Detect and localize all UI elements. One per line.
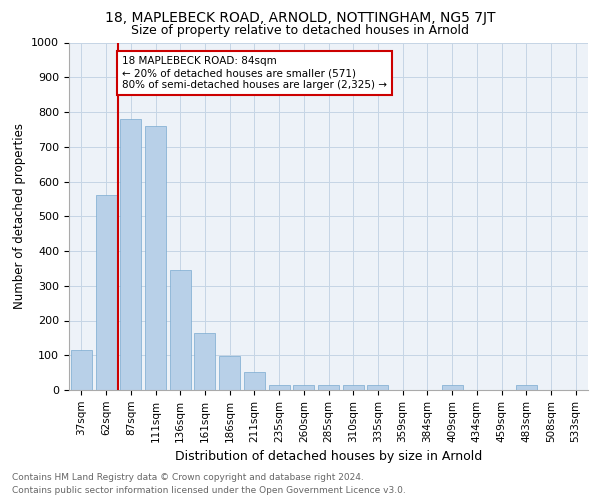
Bar — [71, 350, 92, 390]
Bar — [95, 196, 116, 390]
Bar — [194, 332, 215, 390]
Text: 18, MAPLEBECK ROAD, ARNOLD, NOTTINGHAM, NG5 7JT: 18, MAPLEBECK ROAD, ARNOLD, NOTTINGHAM, … — [105, 11, 495, 25]
Bar — [318, 385, 339, 390]
Text: Contains HM Land Registry data © Crown copyright and database right 2024.: Contains HM Land Registry data © Crown c… — [12, 472, 364, 482]
Text: Contains public sector information licensed under the Open Government Licence v3: Contains public sector information licen… — [12, 486, 406, 495]
Bar — [269, 385, 290, 390]
Text: 18 MAPLEBECK ROAD: 84sqm
← 20% of detached houses are smaller (571)
80% of semi-: 18 MAPLEBECK ROAD: 84sqm ← 20% of detach… — [122, 56, 387, 90]
Bar — [442, 386, 463, 390]
Text: Size of property relative to detached houses in Arnold: Size of property relative to detached ho… — [131, 24, 469, 37]
Bar — [170, 270, 191, 390]
Bar — [145, 126, 166, 390]
Bar — [367, 385, 388, 390]
Y-axis label: Number of detached properties: Number of detached properties — [13, 123, 26, 309]
Bar — [516, 386, 537, 390]
Bar — [120, 119, 141, 390]
X-axis label: Distribution of detached houses by size in Arnold: Distribution of detached houses by size … — [175, 450, 482, 463]
Bar — [293, 385, 314, 390]
Bar — [244, 372, 265, 390]
Bar — [219, 356, 240, 390]
Bar — [343, 385, 364, 390]
